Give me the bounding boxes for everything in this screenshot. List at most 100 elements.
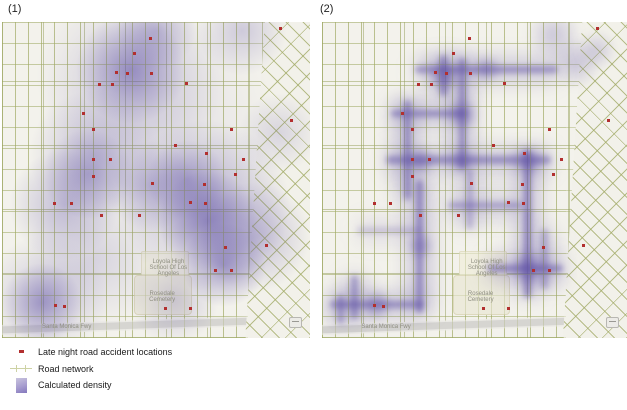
calculated-density-layer — [322, 22, 627, 338]
accident-point — [401, 112, 405, 115]
accident-point — [150, 71, 154, 75]
density-blob — [36, 22, 227, 171]
density-blob — [76, 22, 187, 125]
accident-point — [214, 269, 218, 273]
accident-points-layer — [2, 22, 310, 338]
map-labels-layer: Loyola High School Of Los Angeles Rosedal… — [322, 22, 627, 338]
accident-point — [521, 202, 525, 206]
density-knot — [525, 22, 582, 63]
cemetery-polygon — [134, 274, 192, 315]
accident-point — [507, 306, 511, 310]
accident-point — [62, 305, 66, 309]
map-place-label: Loyola High School Of Los Angeles — [467, 259, 506, 278]
accident-point — [541, 245, 545, 249]
accident-point — [223, 245, 227, 249]
accident-point — [410, 128, 414, 132]
density-knot — [549, 37, 602, 90]
accident-point — [522, 152, 526, 156]
accident-point — [204, 152, 208, 156]
accident-point — [607, 118, 611, 122]
legend-item-road-network: Road network — [8, 362, 94, 375]
accident-point — [451, 51, 455, 55]
accident-point — [233, 172, 237, 176]
density-knot — [576, 30, 617, 71]
accident-point — [410, 174, 414, 178]
density-knot — [511, 145, 544, 178]
accident-point — [456, 214, 460, 218]
accident-point — [150, 181, 154, 185]
accident-point — [547, 269, 551, 273]
map-place-label: Santa Monica Fwy — [361, 323, 411, 330]
density-blob — [239, 92, 310, 173]
density-knot — [448, 147, 477, 176]
accident-point — [417, 82, 421, 86]
accident-point — [184, 81, 188, 85]
accident-point — [110, 82, 114, 86]
density-corridor — [541, 228, 549, 289]
accident-point — [91, 174, 95, 178]
legend-label-accidents: Late night road accident locations — [38, 346, 173, 357]
accident-point — [174, 143, 178, 147]
accident-point — [53, 304, 57, 308]
accident-point — [264, 244, 268, 248]
density-blob — [129, 255, 220, 338]
calculated-density-layer — [2, 22, 310, 338]
accident-point — [230, 269, 234, 273]
map-panel-1-planar-density: Loyola High School Of Los Angeles Rosedal… — [2, 22, 310, 338]
density-gradient-swatch — [15, 377, 27, 393]
accident-point — [551, 172, 555, 176]
accident-point — [188, 201, 192, 205]
density-corridor — [327, 295, 354, 324]
accident-point — [389, 202, 393, 206]
accident-point — [596, 27, 600, 30]
accident-point — [503, 81, 507, 85]
map-place-label: Rosedale Cemetery — [149, 290, 176, 303]
legend-label-density: Calculated density — [38, 380, 112, 390]
density-knot — [446, 97, 479, 130]
density-corridor — [336, 295, 344, 324]
density-corridor — [390, 110, 467, 118]
accident-point — [203, 202, 207, 206]
map-panel-2-network-density: Loyola High School Of Los Angeles Rosedal… — [322, 22, 627, 338]
map-place-label: Rosedale Cemetery — [467, 290, 494, 303]
density-knot — [428, 59, 460, 92]
density-corridor — [357, 226, 422, 235]
accident-point — [429, 82, 433, 86]
density-blob — [29, 89, 160, 220]
density-knot — [360, 288, 393, 321]
accident-point — [582, 244, 586, 248]
accident-point — [149, 37, 153, 41]
density-corridor — [466, 168, 474, 229]
cemetery-polygon — [453, 274, 511, 315]
accident-points-layer — [322, 22, 627, 338]
accident-point — [126, 71, 130, 75]
accident-point — [532, 269, 536, 273]
accident-point — [203, 183, 207, 187]
density-corridor — [447, 201, 523, 209]
accident-point — [133, 51, 137, 55]
panel-2-label: (2) — [320, 3, 334, 15]
accident-point — [373, 304, 377, 308]
accident-point — [547, 128, 551, 132]
accident-point — [469, 181, 473, 185]
accident-point — [98, 82, 102, 86]
school-polygon — [459, 251, 507, 277]
accident-point — [289, 118, 293, 122]
legend-item-accident-locations: Late night road accident locations — [8, 345, 172, 358]
accident-point — [482, 306, 486, 310]
density-blob — [181, 223, 266, 308]
accident-point — [82, 112, 85, 115]
accident-point — [372, 202, 376, 206]
density-knot — [405, 232, 434, 261]
accident-point — [188, 306, 192, 310]
density-corridor — [351, 274, 359, 320]
accident-point — [559, 158, 563, 162]
density-corridor — [524, 149, 532, 299]
density-blob — [43, 128, 134, 219]
accident-point — [241, 158, 245, 162]
legend-item-calculated-density: Calculated density — [8, 376, 112, 394]
accident-point — [109, 158, 113, 162]
accident-point — [91, 128, 95, 132]
accident-point — [428, 158, 432, 162]
